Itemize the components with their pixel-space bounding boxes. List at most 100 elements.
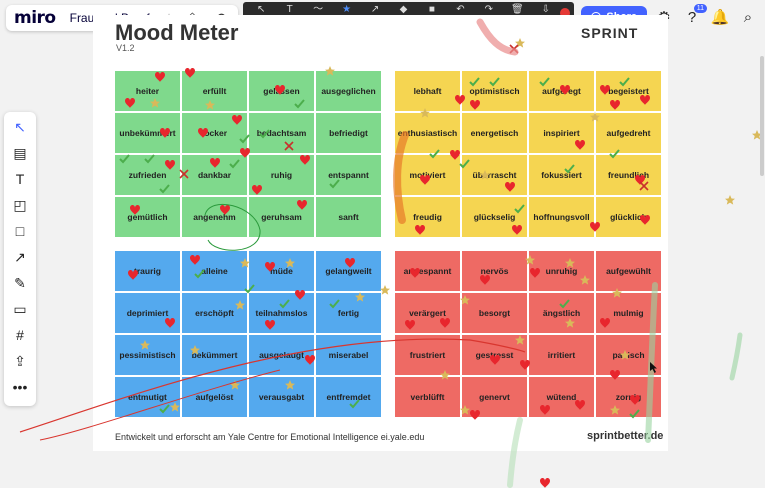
mood-cell[interactable]: teilnahmslos: [249, 293, 314, 333]
mood-cell[interactable]: gestresst: [462, 335, 527, 375]
close-toolbar-button[interactable]: [559, 8, 570, 18]
footer-brand: sprintbetter.de: [587, 430, 664, 442]
mood-cell[interactable]: energetisch: [462, 113, 527, 153]
shape-tool[interactable]: □: [9, 222, 31, 240]
mood-cell[interactable]: erschöpft: [182, 293, 247, 333]
farbe-icon: ■: [428, 4, 435, 15]
star-stamp-icon[interactable]: [725, 195, 735, 205]
search-icon[interactable]: ⌕: [743, 8, 753, 26]
mood-cell[interactable]: bekümmert: [182, 335, 247, 375]
comment-icon: ▭: [13, 300, 27, 317]
mood-cell[interactable]: traurig: [115, 251, 180, 291]
text-tool[interactable]: T: [9, 170, 31, 188]
mood-cell[interactable]: erfüllt: [182, 71, 247, 111]
mood-cell[interactable]: wütend: [529, 377, 594, 417]
mood-cell[interactable]: unruhig: [529, 251, 594, 291]
scrollbar[interactable]: [759, 36, 765, 488]
mood-cell[interactable]: aufgelöst: [182, 377, 247, 417]
mood-cell[interactable]: optimistisch: [462, 71, 527, 111]
page-brand: SPRINT: [581, 25, 639, 41]
mood-cell[interactable]: befriedigt: [316, 113, 381, 153]
mood-cell[interactable]: irritiert: [529, 335, 594, 375]
mood-cell[interactable]: glücklich: [596, 197, 661, 237]
mood-cell[interactable]: frustriert: [395, 335, 460, 375]
upload-tool[interactable]: ⇪: [9, 352, 31, 370]
text-icon: T: [15, 171, 25, 187]
mood-cell[interactable]: aufgeregt: [529, 71, 594, 111]
mood-cell[interactable]: inspiriert: [529, 113, 594, 153]
mood-cell[interactable]: heiter: [115, 71, 180, 111]
page-version: V1.2: [116, 43, 135, 53]
sticky-note-tool[interactable]: ◰: [9, 196, 31, 214]
page-title: Mood Meter: [115, 20, 239, 45]
heart-stamp-icon[interactable]: [540, 478, 550, 488]
mood-cell[interactable]: zufrieden: [115, 155, 180, 195]
templates-tool[interactable]: ▤: [9, 144, 31, 162]
pfeil-icon: ↗: [370, 4, 380, 15]
mood-cell[interactable]: verblüfft: [395, 377, 460, 417]
help-icon[interactable]: ? 11: [681, 3, 707, 26]
mood-cell[interactable]: enthusiastisch: [395, 113, 460, 153]
mood-cell[interactable]: fokussiert: [529, 155, 594, 195]
mood-cell[interactable]: aufgewühlt: [596, 251, 661, 291]
mood-cell[interactable]: besorgt: [462, 293, 527, 333]
mood-cell[interactable]: genervt: [462, 377, 527, 417]
mood-cell[interactable]: dankbar: [182, 155, 247, 195]
mood-cell[interactable]: glückselig: [462, 197, 527, 237]
select-tool[interactable]: ↖: [9, 118, 31, 136]
mood-cell[interactable]: freudig: [395, 197, 460, 237]
quadrant-yellow: lebhaft optimistisch aufgeregt begeistert en…: [395, 71, 661, 237]
frame-icon: #: [16, 327, 24, 343]
mood-cell[interactable]: fertig: [316, 293, 381, 333]
mood-cell[interactable]: nervös: [462, 251, 527, 291]
bell-icon[interactable]: 🔔: [710, 9, 730, 26]
maus-icon: ↖: [257, 4, 266, 15]
connection-line-tool[interactable]: ↗: [9, 248, 31, 266]
mood-cell[interactable]: mulmig: [596, 293, 661, 333]
mood-cell[interactable]: lebhaft: [395, 71, 460, 111]
mood-cell[interactable]: begeistert: [596, 71, 661, 111]
mood-cell[interactable]: alleine: [182, 251, 247, 291]
mood-cell[interactable]: verärgert: [395, 293, 460, 333]
comment-tool[interactable]: ▭: [9, 300, 31, 318]
mood-cell[interactable]: überrascht: [462, 155, 527, 195]
stempeln-icon: ★: [342, 4, 352, 15]
mood-cell[interactable]: entmutigt: [115, 377, 180, 417]
pen-tool[interactable]: ✎: [9, 274, 31, 292]
mood-cell[interactable]: unbekümmert: [115, 113, 180, 153]
mood-cell[interactable]: entspannt: [316, 155, 381, 195]
mood-cell[interactable]: zornig: [596, 377, 661, 417]
mood-cell[interactable]: müde: [249, 251, 314, 291]
mood-cell[interactable]: deprimiert: [115, 293, 180, 333]
mood-cell[interactable]: motiviert: [395, 155, 460, 195]
mood-cell[interactable]: gemütlich: [115, 197, 180, 237]
mood-cell[interactable]: ausgelaugt: [249, 335, 314, 375]
mood-cell[interactable]: hoffnungsvoll: [529, 197, 594, 237]
mood-cell[interactable]: pessimistisch: [115, 335, 180, 375]
mood-cell[interactable]: ruhig: [249, 155, 314, 195]
mood-cell[interactable]: entfremdet: [316, 377, 381, 417]
mood-cell[interactable]: bedachtsam: [249, 113, 314, 153]
mood-cell[interactable]: geruhsam: [249, 197, 314, 237]
mood-cell[interactable]: gelangweilt: [316, 251, 381, 291]
mood-cell[interactable]: angespannt: [395, 251, 460, 291]
erneut-icon: ↷: [484, 4, 494, 15]
mood-cell[interactable]: freundlich: [596, 155, 661, 195]
mood-cell[interactable]: ängstlich: [529, 293, 594, 333]
mood-cell[interactable]: sanft: [316, 197, 381, 237]
pen-icon: ✎: [14, 274, 26, 291]
notification-badge: 11: [693, 3, 707, 13]
mood-cell[interactable]: locker: [182, 113, 247, 153]
mood-cell[interactable]: verausgabt: [249, 377, 314, 417]
shape-icon: □: [15, 223, 25, 239]
mood-cell[interactable]: ausgeglichen: [316, 71, 381, 111]
more-tool[interactable]: •••: [9, 378, 31, 396]
miro-logo[interactable]: miro: [14, 8, 56, 28]
frame-tool[interactable]: #: [9, 326, 31, 344]
mood-cell[interactable]: angenehm: [182, 197, 247, 237]
mood-cell[interactable]: gelassen: [249, 71, 314, 111]
mood-cell[interactable]: aufgedreht: [596, 113, 661, 153]
mood-cell[interactable]: miserabel: [316, 335, 381, 375]
left-toolbar: ↖ ▤ T ◰ □ ↗ ✎ ▭ # ⇪ •••: [4, 112, 36, 406]
upload-icon: ⇪: [14, 352, 26, 369]
